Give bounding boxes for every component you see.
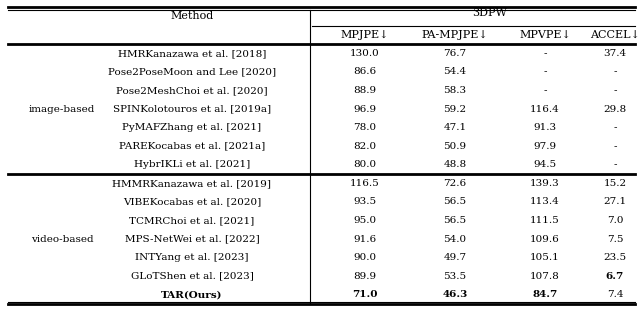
Text: PyMAFZhang et al. [2021]: PyMAFZhang et al. [2021] — [122, 123, 262, 132]
Text: 86.6: 86.6 — [353, 67, 376, 76]
Text: 56.5: 56.5 — [444, 216, 467, 225]
Text: -: - — [613, 123, 617, 132]
Text: 29.8: 29.8 — [604, 105, 627, 114]
Text: 82.0: 82.0 — [353, 142, 376, 151]
Text: 47.1: 47.1 — [444, 123, 467, 132]
Text: 109.6: 109.6 — [530, 235, 560, 244]
Text: 23.5: 23.5 — [604, 253, 627, 262]
Text: -: - — [613, 160, 617, 169]
Text: Pose2MeshChoi et al. [2020]: Pose2MeshChoi et al. [2020] — [116, 86, 268, 95]
Text: HybrIKLi et al. [2021]: HybrIKLi et al. [2021] — [134, 160, 250, 169]
Text: 107.8: 107.8 — [530, 272, 560, 281]
Text: 72.6: 72.6 — [444, 179, 467, 188]
Text: TCMRChoi et al. [2021]: TCMRChoi et al. [2021] — [129, 216, 255, 225]
Text: HMMRKanazawa et al. [2019]: HMMRKanazawa et al. [2019] — [113, 179, 271, 188]
Text: 116.5: 116.5 — [350, 179, 380, 188]
Text: 56.5: 56.5 — [444, 197, 467, 207]
Text: video-based: video-based — [31, 235, 93, 244]
Text: 54.0: 54.0 — [444, 235, 467, 244]
Text: 7.4: 7.4 — [607, 290, 623, 299]
Text: 27.1: 27.1 — [604, 197, 627, 207]
Text: -: - — [613, 86, 617, 95]
Text: -: - — [613, 142, 617, 151]
Text: 113.4: 113.4 — [530, 197, 560, 207]
Text: MPJPE↓: MPJPE↓ — [340, 30, 389, 40]
Text: 37.4: 37.4 — [604, 49, 627, 58]
Text: 88.9: 88.9 — [353, 86, 376, 95]
Text: 130.0: 130.0 — [350, 49, 380, 58]
Text: 54.4: 54.4 — [444, 67, 467, 76]
Text: VIBEKocabas et al. [2020]: VIBEKocabas et al. [2020] — [123, 197, 261, 207]
Text: 6.7: 6.7 — [606, 272, 624, 281]
Text: Pose2PoseMoon and Lee [2020]: Pose2PoseMoon and Lee [2020] — [108, 67, 276, 76]
Text: 84.7: 84.7 — [532, 290, 557, 299]
Text: -: - — [543, 86, 547, 95]
Text: 71.0: 71.0 — [352, 290, 378, 299]
Text: 48.8: 48.8 — [444, 160, 467, 169]
Text: 105.1: 105.1 — [530, 253, 560, 262]
Text: 76.7: 76.7 — [444, 49, 467, 58]
Text: 97.9: 97.9 — [533, 142, 557, 151]
Text: INTYang et al. [2023]: INTYang et al. [2023] — [135, 253, 249, 262]
Text: 90.0: 90.0 — [353, 253, 376, 262]
Text: 53.5: 53.5 — [444, 272, 467, 281]
Text: 46.3: 46.3 — [442, 290, 468, 299]
Text: 95.0: 95.0 — [353, 216, 376, 225]
Text: 93.5: 93.5 — [353, 197, 376, 207]
Text: 91.3: 91.3 — [533, 123, 557, 132]
Text: 7.0: 7.0 — [607, 216, 623, 225]
Text: MPS-NetWei et al. [2022]: MPS-NetWei et al. [2022] — [125, 235, 259, 244]
Text: 7.5: 7.5 — [607, 235, 623, 244]
Text: MPVPE↓: MPVPE↓ — [519, 30, 571, 40]
Text: SPINKolotouros et al. [2019a]: SPINKolotouros et al. [2019a] — [113, 105, 271, 114]
Text: Method: Method — [170, 11, 214, 21]
Text: 116.4: 116.4 — [530, 105, 560, 114]
Text: 3DPW: 3DPW — [472, 8, 508, 18]
Text: -: - — [543, 67, 547, 76]
Text: 78.0: 78.0 — [353, 123, 376, 132]
Text: 139.3: 139.3 — [530, 179, 560, 188]
Text: -: - — [543, 49, 547, 58]
Text: GLoTShen et al. [2023]: GLoTShen et al. [2023] — [131, 272, 253, 281]
Text: PA-MPJPE↓: PA-MPJPE↓ — [422, 30, 488, 40]
Text: -: - — [613, 67, 617, 76]
Text: 96.9: 96.9 — [353, 105, 376, 114]
Text: 50.9: 50.9 — [444, 142, 467, 151]
Text: 94.5: 94.5 — [533, 160, 557, 169]
Text: 49.7: 49.7 — [444, 253, 467, 262]
Text: ACCEL↓: ACCEL↓ — [590, 30, 640, 40]
Text: 59.2: 59.2 — [444, 105, 467, 114]
Text: 111.5: 111.5 — [530, 216, 560, 225]
Text: 80.0: 80.0 — [353, 160, 376, 169]
Text: image-based: image-based — [29, 105, 95, 114]
Text: PAREKocabas et al. [2021a]: PAREKocabas et al. [2021a] — [119, 142, 265, 151]
Text: TAR(Ours): TAR(Ours) — [161, 290, 223, 299]
Text: 91.6: 91.6 — [353, 235, 376, 244]
Text: 15.2: 15.2 — [604, 179, 627, 188]
Text: HMRKanazawa et al. [2018]: HMRKanazawa et al. [2018] — [118, 49, 266, 58]
Text: 58.3: 58.3 — [444, 86, 467, 95]
Text: 89.9: 89.9 — [353, 272, 376, 281]
